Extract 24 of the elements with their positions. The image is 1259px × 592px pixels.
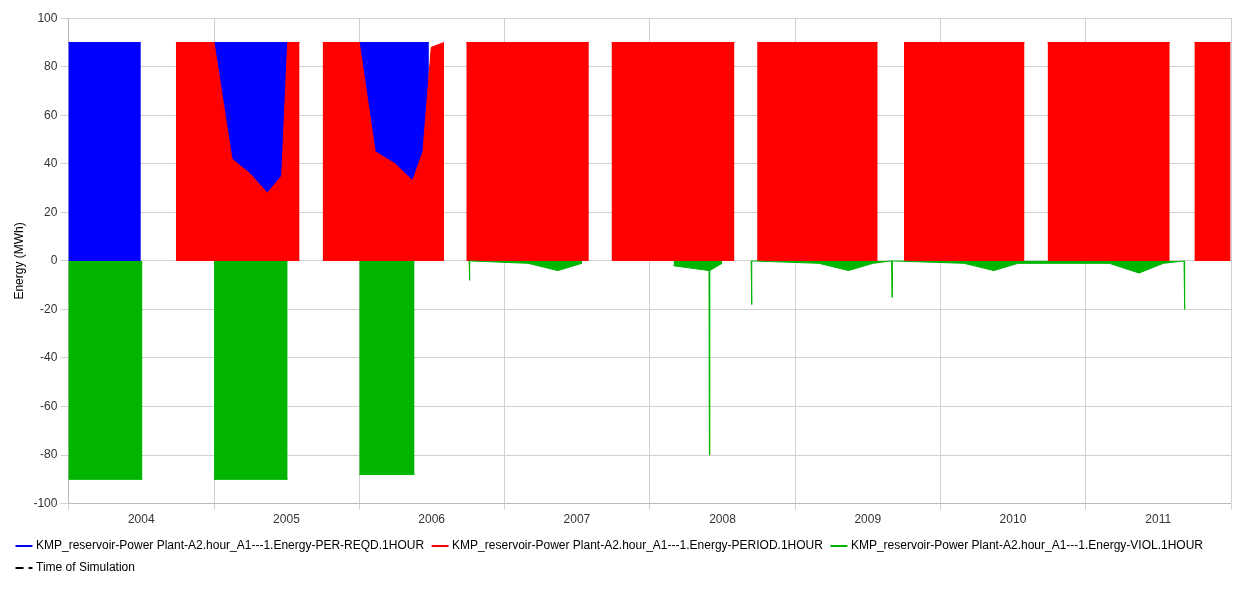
x-tick-label: 2009 [854, 512, 882, 527]
x-tick-label: 2006 [418, 512, 446, 527]
legend-label: KMP_reservoir-Power Plant-A2.hour_A1---1.Energy-PERIOD.1HOUR [452, 538, 824, 553]
y-tick-label: -20 [40, 301, 58, 316]
y-tick-label: 40 [44, 156, 58, 171]
y-tick-label: -80 [40, 447, 58, 462]
legend-label: KMP_reservoir-Power Plant-A2.hour_A1---1.Energy-VIOL.1HOUR [850, 538, 1204, 553]
y-tick-label: 100 [37, 10, 58, 25]
x-tick-label: 2010 [999, 512, 1027, 527]
y-tick-label: 60 [44, 107, 58, 122]
x-tick-label: 2008 [709, 512, 737, 527]
y-axis-title: Energy (MWh) [11, 222, 26, 300]
y-tick-label: 80 [44, 59, 58, 74]
y-tick-label: -60 [40, 398, 58, 413]
y-tick-label: 0 [50, 253, 58, 268]
x-tick-label: 2011 [1145, 512, 1172, 527]
legend-label: Time of Simulation [36, 560, 135, 575]
y-tick-label: -40 [40, 350, 58, 365]
x-tick-label: 2004 [127, 512, 155, 527]
x-tick-label: 2007 [563, 512, 591, 527]
y-tick-label: -100 [33, 495, 58, 510]
legend-label: KMP_reservoir-Power Plant-A2.hour_A1---1.Energy-PER-REQD.1HOUR [36, 538, 425, 553]
y-tick-label: 20 [44, 204, 58, 219]
x-tick-label: 2005 [273, 512, 301, 527]
